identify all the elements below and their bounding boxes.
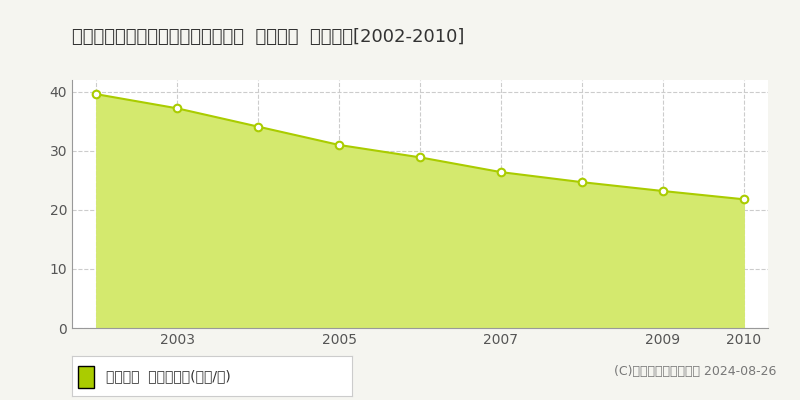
Point: [90, 91, 102, 97]
Point: [333, 142, 346, 148]
Text: 福井県敦賀市津内町２丁目３番３外  地価公示  地価推移[2002-2010]: 福井県敦賀市津内町２丁目３番３外 地価公示 地価推移[2002-2010]: [72, 28, 464, 46]
Point: [171, 105, 184, 112]
Point: [575, 179, 588, 185]
Text: 地価公示  平均坪単価(万円/坪): 地価公示 平均坪単価(万円/坪): [106, 369, 230, 383]
Point: [252, 124, 265, 130]
Point: [738, 196, 750, 202]
Point: [656, 188, 669, 194]
FancyBboxPatch shape: [78, 366, 94, 388]
Point: [414, 154, 426, 160]
Text: (C)土地価格ドットコム 2024-08-26: (C)土地価格ドットコム 2024-08-26: [614, 365, 776, 378]
Point: [494, 169, 507, 175]
